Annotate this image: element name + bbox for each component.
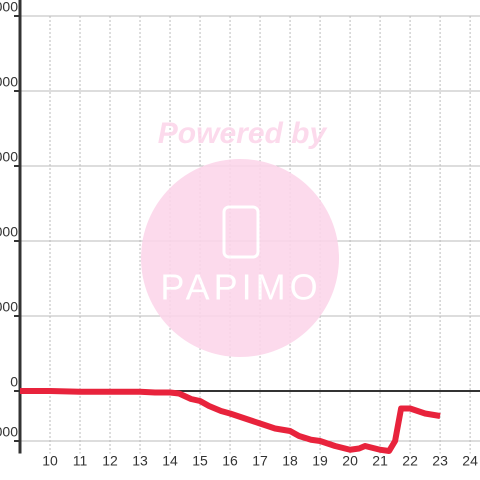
y-tick-label: 60,000 [0,224,18,240]
x-tick-label: 11 [73,453,88,469]
data-line [20,388,441,454]
x-tick-label: 12 [102,453,118,469]
y-tick-label: 120,000 [0,74,18,90]
x-tick-label: 18 [282,453,298,469]
x-tick-label: 19 [312,453,328,469]
y-tick-label: 90,000 [0,149,18,165]
y-tick-label: 0 [10,374,18,390]
x-tick-label: 16 [222,453,238,469]
y-tick-label: 150,000 [0,0,18,15]
x-tick-label: 15 [192,453,208,469]
x-tick-label: 22 [402,453,418,469]
x-tick-label: 14 [162,453,178,469]
y-tick-label: -20,000 [0,424,18,440]
watermark-logo: PAPIMO [160,267,321,308]
x-tick-label: 24 [462,453,478,469]
x-tick-label: 23 [432,453,448,469]
x-tick-label: 20 [342,453,358,469]
watermark: Powered by PAPIMO [141,117,339,357]
x-tick-label: 13 [132,453,148,469]
x-tick-label: 17 [252,453,268,469]
watermark-text: Powered by [158,117,328,150]
y-tick-label: 30,000 [0,299,18,315]
watermark-icon [222,205,260,259]
x-tick-label: 21 [372,453,388,469]
x-tick-label: 10 [42,453,58,469]
